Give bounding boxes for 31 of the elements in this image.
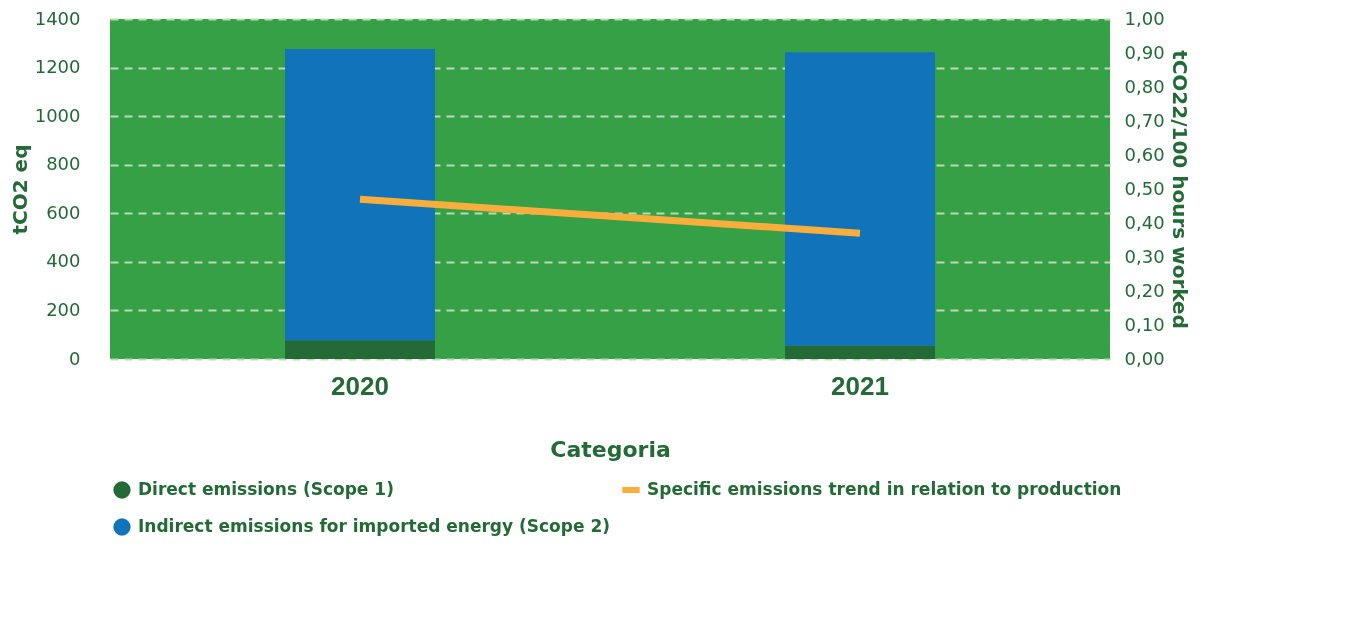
y2-tick-label: 0,40 xyxy=(1124,211,1165,233)
bar xyxy=(785,52,935,346)
y-axis-title: tCO2 eq xyxy=(7,144,32,235)
y-tick-label: 1200 xyxy=(34,56,81,78)
y2-tick-label: 1,00 xyxy=(1124,7,1165,29)
y-tick-label: 200 xyxy=(46,298,81,320)
y-tick-label: 600 xyxy=(46,201,81,223)
bar xyxy=(285,49,435,341)
y-tick-label: 0 xyxy=(69,347,81,369)
y2-tick-label: 0,30 xyxy=(1124,245,1165,267)
y2-tick-label: 0,00 xyxy=(1124,347,1165,369)
bar xyxy=(285,340,435,359)
y-tick-label: 1000 xyxy=(34,104,81,126)
y2-tick-label: 0,10 xyxy=(1124,313,1165,335)
y2-tick-label: 0,90 xyxy=(1124,41,1165,63)
x-tick-label: 2021 xyxy=(831,370,889,401)
x-tick-label: 2020 xyxy=(331,370,389,401)
legend-label: Specific emissions trend in relation to production xyxy=(647,479,1122,499)
y2-tick-label: 0,60 xyxy=(1124,143,1165,165)
legend-label: Direct emissions (Scope 1) xyxy=(138,479,394,499)
y2-tick-label: 0,70 xyxy=(1124,109,1165,131)
y2-tick-label: 0,50 xyxy=(1124,177,1165,199)
y-tick-label: 400 xyxy=(46,250,81,272)
y-tick-label: 800 xyxy=(46,153,81,175)
legend-label: Indirect emissions for imported energy (Scope 2) xyxy=(138,516,611,536)
x-axis-title: Categoria xyxy=(550,436,671,462)
y-tick-label: 1400 xyxy=(34,7,81,29)
y2-tick-label: 0,20 xyxy=(1124,279,1165,301)
y2-axis-title: tCO22/100 hours worked xyxy=(1167,50,1192,329)
bar xyxy=(785,345,935,359)
y2-tick-label: 0,80 xyxy=(1124,75,1165,97)
